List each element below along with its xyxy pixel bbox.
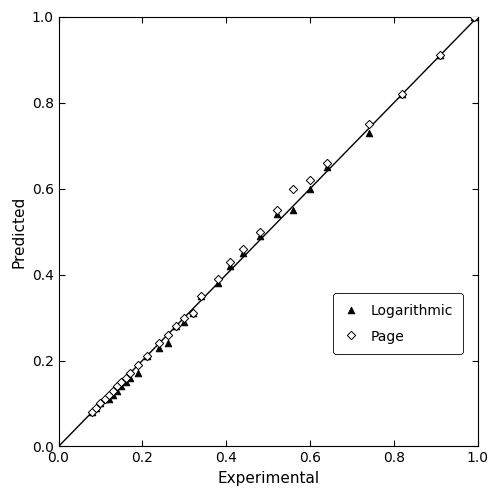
Logarithmic: [306, 184, 314, 192]
Page: [290, 184, 298, 192]
Page: [398, 90, 406, 98]
Legend: Logarithmic, Page: Logarithmic, Page: [333, 293, 462, 353]
Page: [126, 369, 134, 377]
Logarithmic: [470, 12, 478, 20]
Page: [180, 314, 188, 322]
Logarithmic: [398, 90, 406, 98]
Page: [113, 382, 121, 390]
Page: [92, 404, 100, 412]
Page: [256, 228, 264, 236]
Logarithmic: [214, 279, 222, 287]
Page: [96, 400, 104, 408]
Page: [134, 361, 142, 369]
Logarithmic: [96, 400, 104, 408]
Page: [197, 292, 205, 300]
Page: [436, 51, 444, 59]
Logarithmic: [88, 408, 96, 416]
Logarithmic: [323, 163, 331, 171]
Logarithmic: [142, 352, 150, 360]
Logarithmic: [180, 318, 188, 326]
Logarithmic: [122, 378, 130, 386]
Page: [100, 395, 108, 403]
Logarithmic: [92, 404, 100, 412]
Logarithmic: [105, 395, 113, 403]
Page: [226, 257, 234, 265]
Logarithmic: [113, 387, 121, 395]
Logarithmic: [256, 232, 264, 240]
Logarithmic: [109, 391, 117, 399]
Page: [118, 378, 126, 386]
Page: [88, 408, 96, 416]
Logarithmic: [172, 322, 180, 330]
Page: [122, 374, 130, 382]
X-axis label: Experimental: Experimental: [217, 471, 320, 486]
Page: [214, 275, 222, 283]
Page: [188, 309, 196, 317]
Page: [470, 12, 478, 20]
Logarithmic: [100, 395, 108, 403]
Logarithmic: [239, 249, 247, 257]
Logarithmic: [436, 51, 444, 59]
Logarithmic: [118, 382, 126, 390]
Page: [172, 322, 180, 330]
Logarithmic: [134, 369, 142, 377]
Logarithmic: [126, 374, 134, 382]
Page: [155, 339, 163, 347]
Page: [272, 206, 280, 214]
Page: [365, 120, 373, 128]
Logarithmic: [197, 292, 205, 300]
Y-axis label: Predicted: Predicted: [11, 195, 26, 268]
Page: [239, 245, 247, 252]
Page: [323, 159, 331, 166]
Logarithmic: [164, 339, 172, 347]
Page: [306, 176, 314, 184]
Page: [105, 391, 113, 399]
Logarithmic: [188, 309, 196, 317]
Logarithmic: [155, 343, 163, 351]
Logarithmic: [365, 129, 373, 137]
Page: [142, 352, 150, 360]
Logarithmic: [272, 210, 280, 218]
Logarithmic: [290, 206, 298, 214]
Page: [164, 331, 172, 338]
Page: [109, 387, 117, 395]
Logarithmic: [226, 262, 234, 270]
